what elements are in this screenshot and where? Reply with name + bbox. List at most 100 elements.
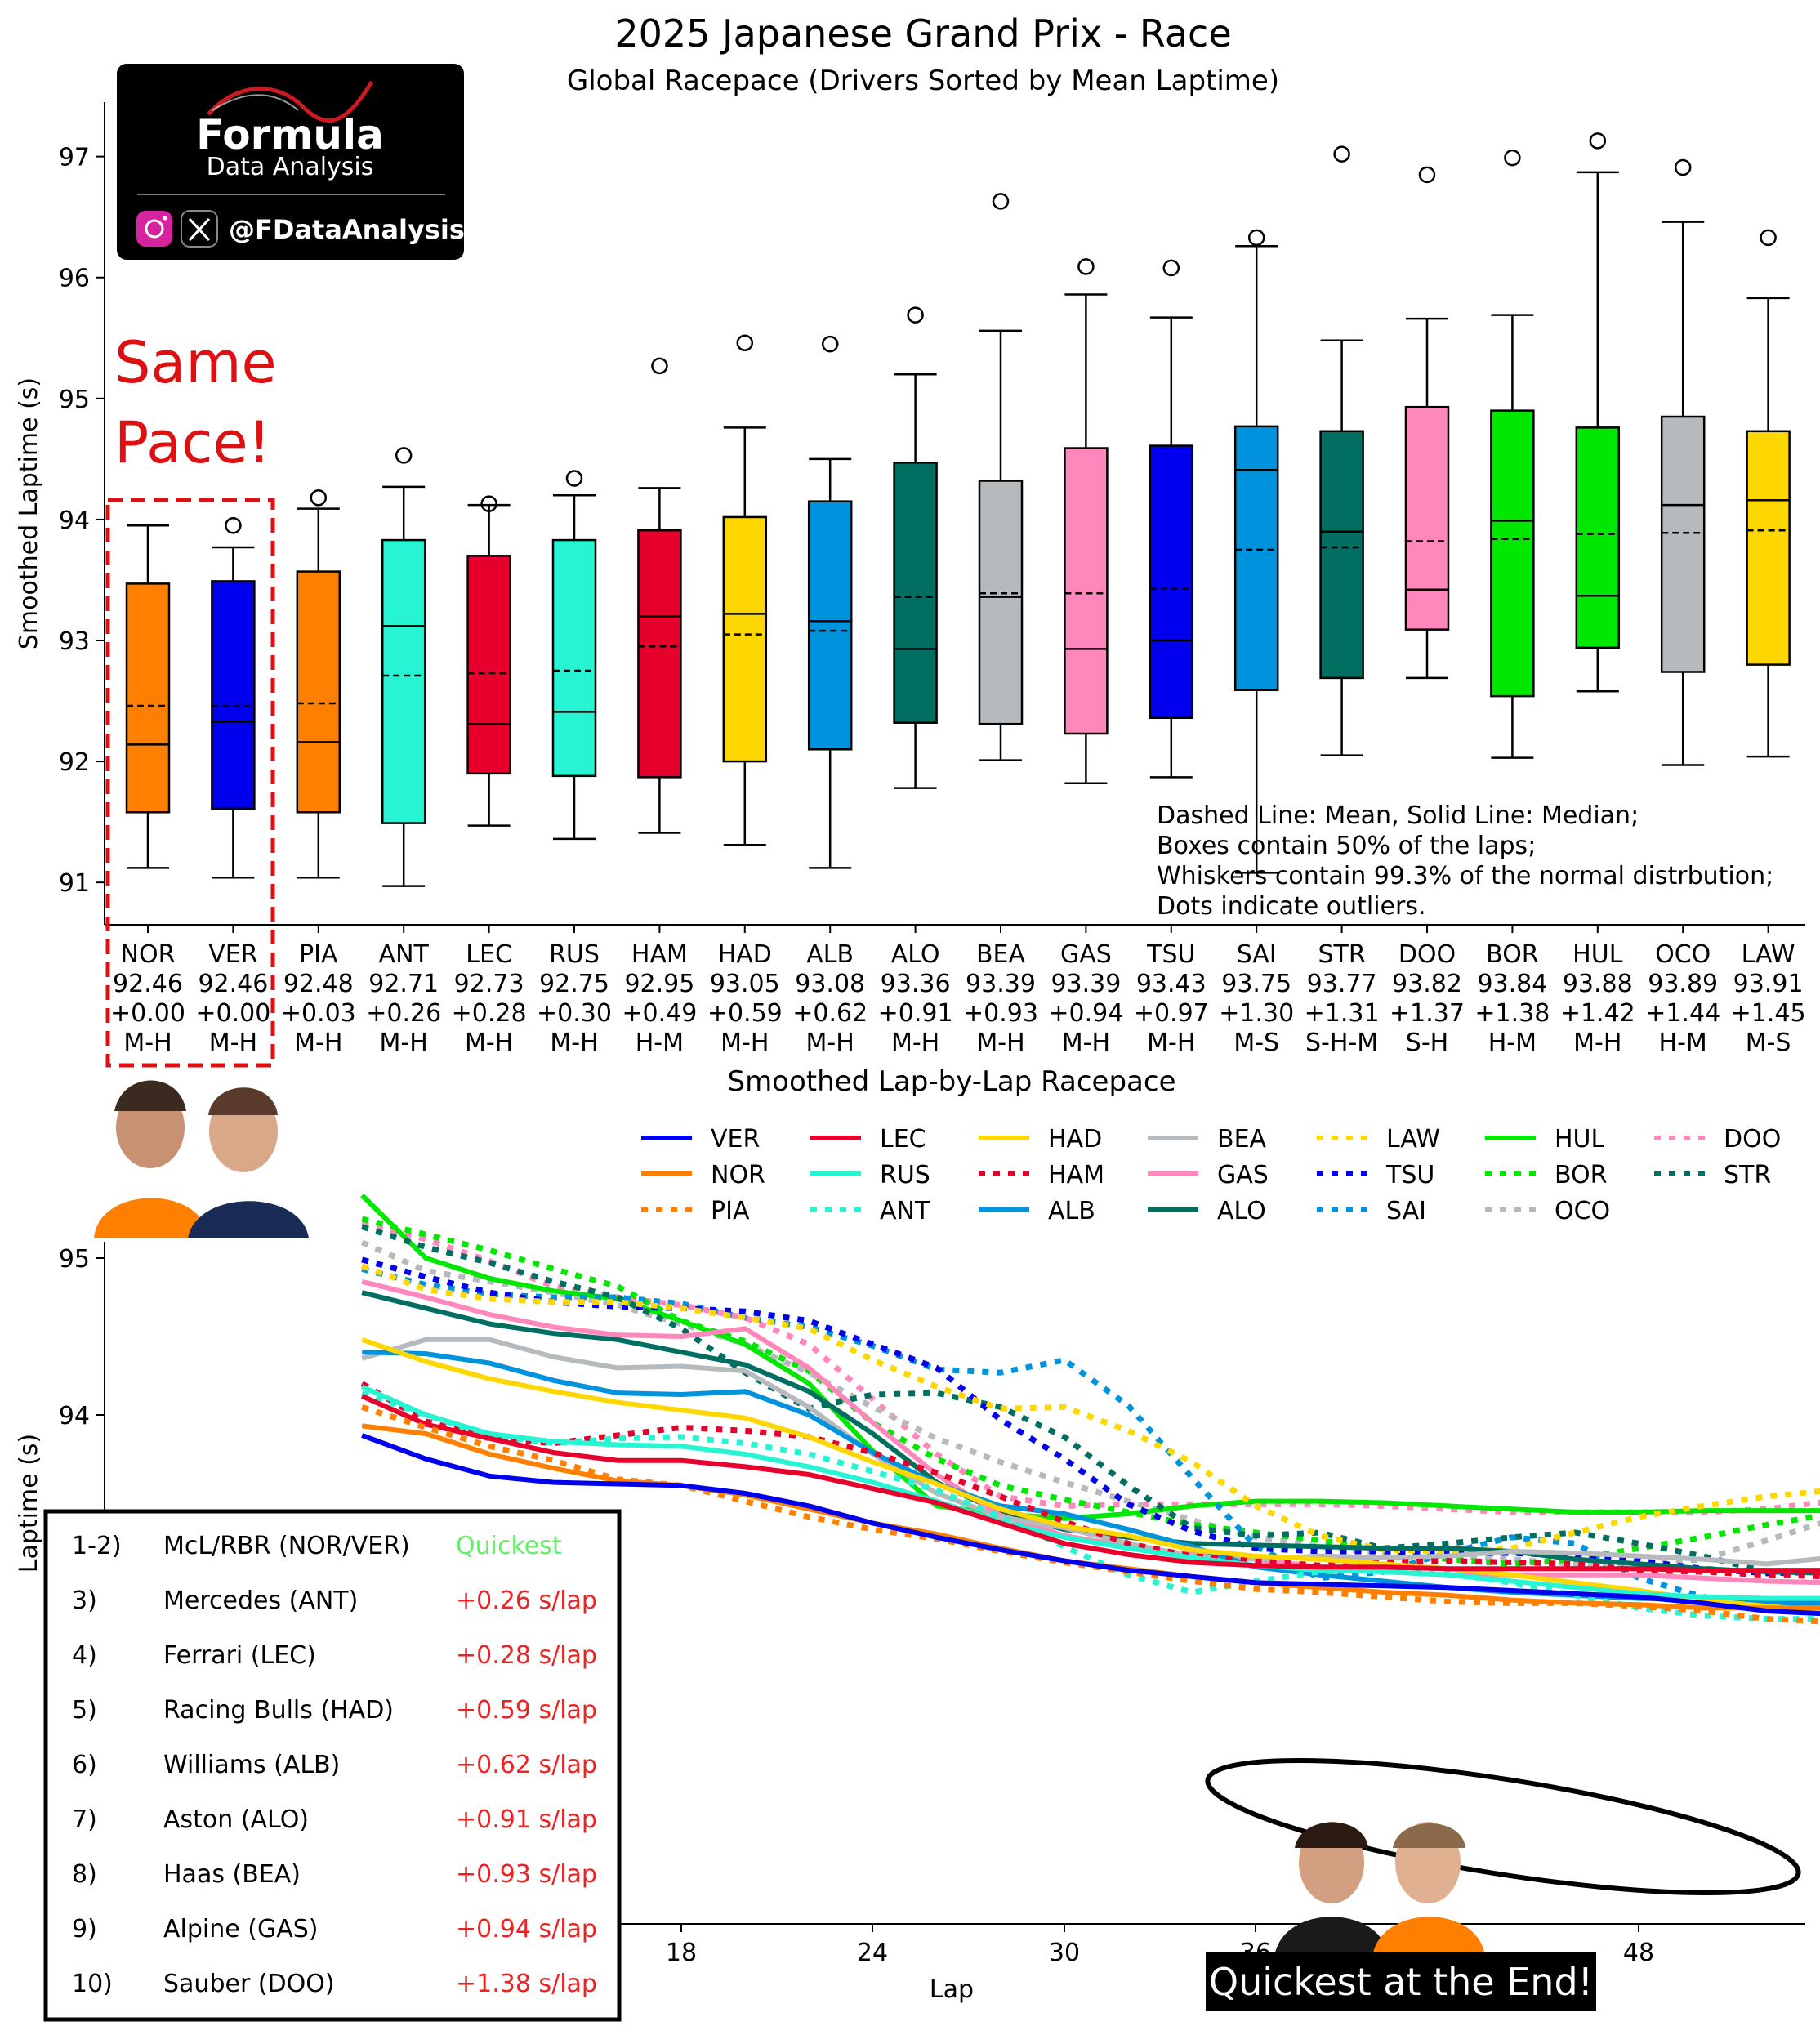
ranking-team: Racing Bulls (HAD): [163, 1696, 394, 1725]
ranking-team: McL/RBR (NOR/VER): [163, 1532, 410, 1560]
ranking-delta: +0.28 s/lap: [456, 1641, 597, 1670]
box-x-tick-label: HAM: [631, 940, 688, 969]
ranking-delta: +0.26 s/lap: [456, 1586, 597, 1615]
quickest-at-end-label: Quickest at the End!: [1209, 1960, 1593, 2004]
series-line-law: [360, 1263, 1820, 1555]
legend-label-gas: GAS: [1217, 1161, 1269, 1189]
ranking-team: Haas (BEA): [163, 1860, 301, 1889]
box-x-tick-label: NOR: [121, 940, 176, 969]
box-iqr: [1064, 447, 1109, 735]
box-outlier: [1760, 229, 1777, 247]
legend-label-alo: ALO: [1217, 1197, 1266, 1225]
box-x-tick-label: RUS: [549, 940, 600, 969]
legend-label-nor: NOR: [711, 1161, 765, 1189]
ranking-position: 9): [72, 1915, 97, 1944]
box-x-tick-label: S-H: [1406, 1029, 1448, 1057]
box-x-tick-label: +0.94: [1048, 999, 1123, 1028]
box-x-tick-label: STR: [1318, 940, 1365, 969]
ranking-team: Aston (ALO): [163, 1805, 309, 1834]
legend-label-ant: ANT: [880, 1197, 930, 1225]
ranking-delta: +0.59 s/lap: [456, 1696, 597, 1725]
box-iqr: [637, 529, 682, 779]
line-y-tick-label: 94: [59, 1402, 90, 1430]
line-y-tick-label: 95: [59, 1245, 90, 1274]
legend-label-oco: OCO: [1555, 1197, 1610, 1225]
box-x-tick-label: 93.08: [795, 970, 865, 998]
series-line-lec: [360, 1394, 1820, 1573]
ranking-position: 7): [72, 1805, 97, 1834]
legend-label-pia: PIA: [711, 1197, 750, 1225]
box-x-tick-label: +0.00: [195, 999, 270, 1028]
box-x-tick-label: +0.26: [366, 999, 441, 1028]
box-x-tick-label: ALO: [891, 940, 940, 969]
ranking-delta: Quickest: [456, 1532, 562, 1560]
ranking-row: 10) Sauber (DOO) +1.38 s/lap: [72, 1970, 597, 1998]
box-x-tick-label: +0.62: [792, 999, 868, 1028]
box-x-tick-label: M-H: [123, 1029, 172, 1057]
box-x-tick-label: M-H: [976, 1029, 1024, 1057]
ranking-position: 8): [72, 1860, 97, 1889]
ranking-delta: +0.94 s/lap: [456, 1915, 597, 1944]
box-x-tick-label: +0.97: [1134, 999, 1209, 1028]
legend-label-had: HAD: [1048, 1125, 1102, 1154]
chart-notes: Dashed Line: Mean, Solid Line: Median;Bo…: [1157, 801, 1773, 921]
box-x-tick-label: 93.77: [1307, 970, 1377, 998]
team-ranking-table: 1-2) McL/RBR (NOR/VER) Quickest 3) Mercedes …: [43, 1509, 622, 2022]
ranking-table-frame: [43, 1509, 622, 2022]
ranking-delta: +0.93 s/lap: [456, 1860, 597, 1889]
same-pace-label-line1: Same: [114, 329, 277, 396]
box-iqr: [466, 555, 511, 775]
brand-swoosh: [207, 80, 374, 123]
ranking-team: Williams (ALB): [163, 1751, 340, 1779]
ranking-delta: +0.91 s/lap: [456, 1805, 597, 1834]
brand-tagline: Data Analysis: [207, 153, 374, 181]
driver-photos-ant-pia: [1274, 1822, 1485, 1957]
line-chart-title: Smoothed Lap-by-Lap Racepace: [727, 1065, 1175, 1098]
box-x-tick-label: 93.39: [966, 970, 1036, 998]
box-x-tick-label: +1.42: [1560, 999, 1635, 1028]
ranking-position: 1-2): [72, 1532, 122, 1560]
box-iqr: [1319, 430, 1364, 680]
box-x-tick-label: +0.93: [963, 999, 1038, 1028]
legend-label-law: LAW: [1386, 1125, 1440, 1154]
box-x-tick-label: H-M: [1659, 1029, 1707, 1057]
box-outlier: [992, 193, 1010, 210]
box-y-tick-label: 92: [59, 748, 90, 777]
driver-photos-nor-ver: [91, 1078, 310, 1238]
box-outlier: [1504, 149, 1521, 167]
legend-label-bea: BEA: [1217, 1125, 1267, 1154]
chart-note-line: Boxes contain 50% of the laps;: [1157, 832, 1536, 860]
box-x-tick-label: +0.30: [537, 999, 612, 1028]
box-x-tick-label: +0.03: [281, 999, 356, 1028]
box-x-tick-label: M-H: [1147, 1029, 1195, 1057]
series-line-hul: [360, 1194, 1820, 1521]
ranking-position: 4): [72, 1641, 97, 1670]
legend-label-rus: RUS: [880, 1161, 930, 1189]
box-x-tick-label: BEA: [976, 940, 1026, 969]
box-x-tick-label: 92.48: [283, 970, 354, 998]
box-x-tick-label: HUL: [1572, 940, 1623, 969]
box-x-tick-label: +1.37: [1390, 999, 1465, 1028]
series-line-ant: [361, 1390, 1820, 1622]
series-line-tsu: [361, 1256, 1820, 1577]
box-iqr: [381, 538, 426, 824]
ranking-team: Sauber (DOO): [163, 1970, 335, 1998]
box-x-tick-label: 93.39: [1051, 970, 1121, 998]
box-x-tick-label: TSU: [1146, 940, 1195, 969]
box-y-tick-label: 96: [59, 265, 90, 293]
box-x-tick-label: M-H: [294, 1029, 342, 1057]
box-x-tick-label: 93.05: [710, 970, 780, 998]
box-outlier: [1077, 258, 1095, 275]
box-x-tick-label: H-M: [636, 1029, 684, 1057]
box-x-tick-label: ALB: [806, 940, 854, 969]
box-x-tick-label: 92.95: [624, 970, 694, 998]
box-x-tick-label: 92.75: [539, 970, 609, 998]
box-iqr: [125, 582, 171, 814]
box-x-tick-label: 92.46: [198, 970, 268, 998]
